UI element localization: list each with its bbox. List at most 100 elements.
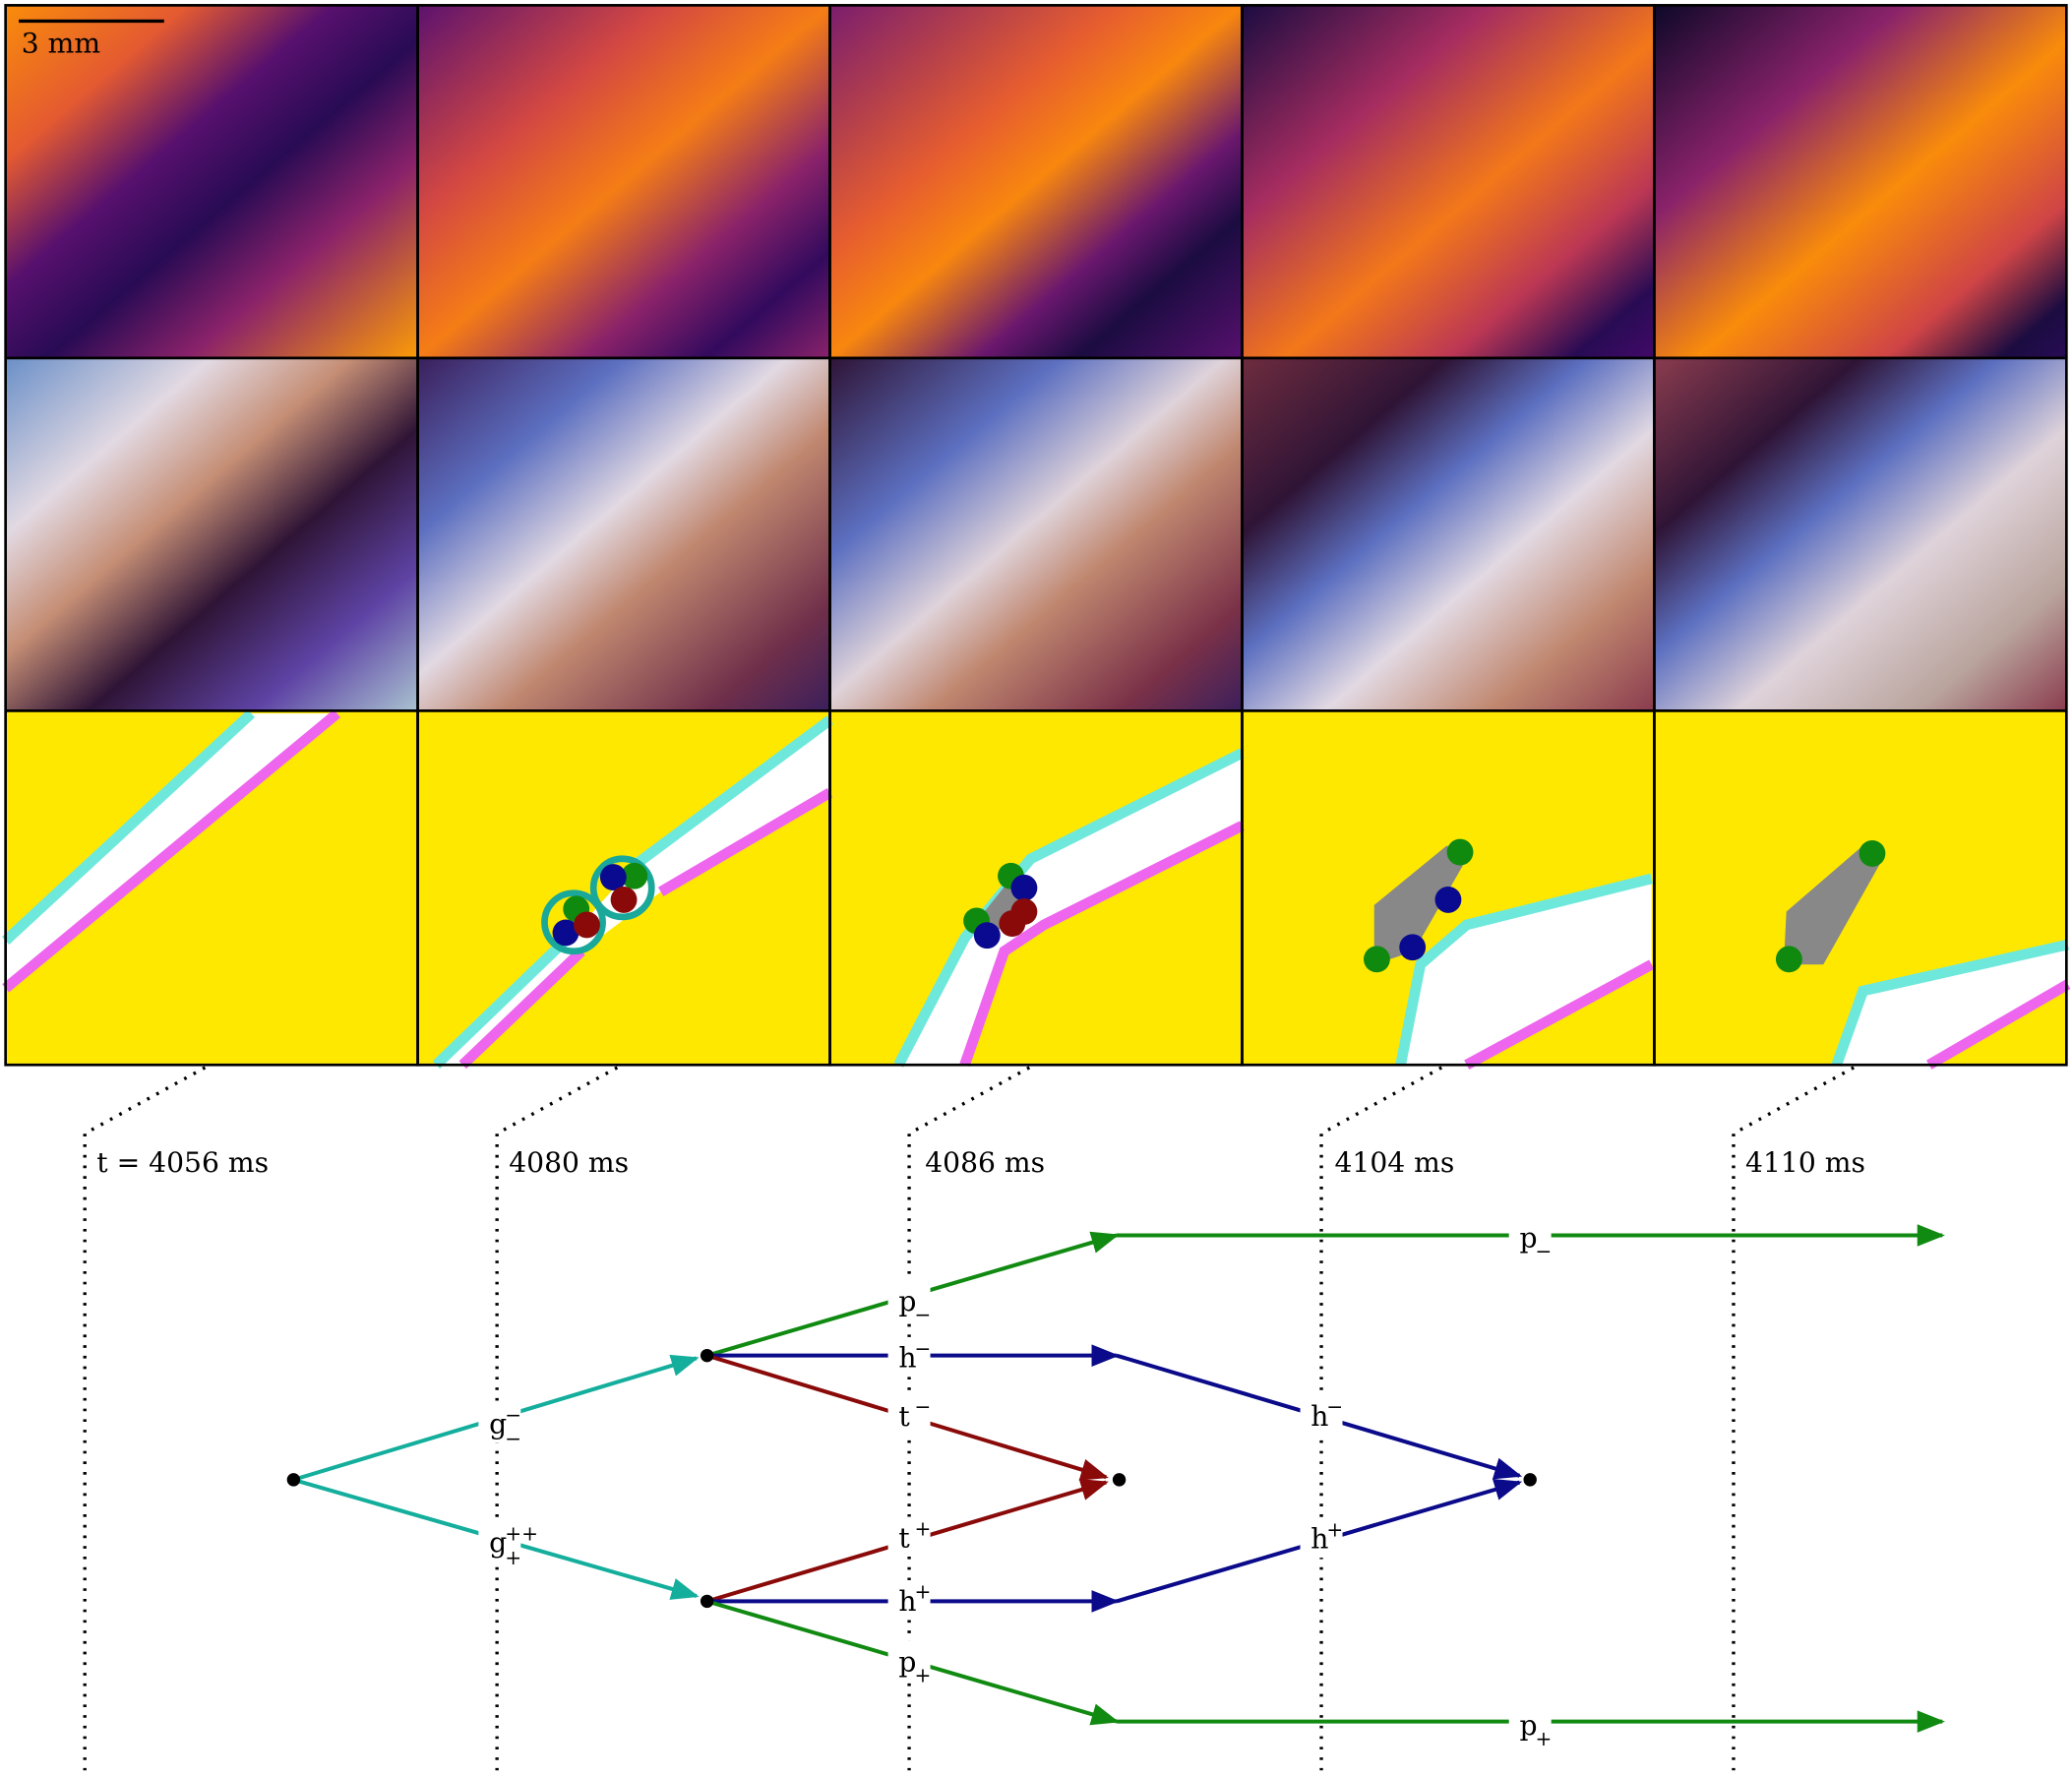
edge-label: h− bbox=[898, 1337, 931, 1375]
time-guide bbox=[1319, 1066, 1443, 1771]
label-sup: + bbox=[914, 1516, 931, 1540]
label-bg bbox=[1508, 1216, 1552, 1256]
label-bg bbox=[887, 1640, 931, 1681]
label-sup: + bbox=[1326, 1518, 1343, 1542]
edge-label: p+ bbox=[1519, 1709, 1552, 1750]
defect-dot bbox=[621, 862, 648, 889]
node bbox=[700, 1594, 714, 1609]
defect-dot bbox=[599, 864, 627, 891]
defect-dot bbox=[574, 911, 600, 939]
label-base: h bbox=[1310, 1523, 1328, 1556]
edge-label: h− bbox=[1310, 1395, 1343, 1433]
label-sup: − bbox=[914, 1337, 931, 1361]
heatmap bbox=[1654, 5, 2067, 358]
phase-map bbox=[1242, 357, 1655, 711]
edge-label: h+ bbox=[898, 1580, 931, 1618]
magenta-edge bbox=[458, 947, 585, 1070]
magenta-edge bbox=[959, 821, 1245, 1068]
node bbox=[1523, 1473, 1537, 1487]
time-guide bbox=[83, 1066, 207, 1771]
panel-frame bbox=[1653, 4, 2068, 1067]
phase-map bbox=[5, 357, 418, 711]
heatmap bbox=[829, 5, 1243, 358]
heatmap bbox=[1242, 5, 1655, 358]
time-label: 4080 ms bbox=[509, 1146, 629, 1179]
scale-label: 3 mm bbox=[22, 28, 100, 60]
label-sub: − bbox=[1536, 1239, 1553, 1262]
defect-dot bbox=[1399, 934, 1427, 961]
label-bg bbox=[887, 1516, 931, 1557]
magenta-edge bbox=[1464, 959, 1655, 1070]
defect-dot bbox=[552, 919, 579, 947]
label-bg bbox=[478, 1521, 521, 1563]
cyan-edge bbox=[1395, 873, 1654, 1067]
node bbox=[1112, 1473, 1127, 1487]
defect-dot bbox=[1446, 838, 1474, 866]
label-sub: + bbox=[1536, 1727, 1553, 1750]
edge-label: g++ + bbox=[489, 1522, 538, 1569]
edge-label: h+ bbox=[1310, 1518, 1343, 1556]
defect-ring bbox=[589, 855, 655, 921]
label-bg bbox=[887, 1579, 931, 1621]
label-bg bbox=[1300, 1394, 1343, 1436]
defect-dot bbox=[1010, 874, 1038, 901]
label-base: t bbox=[898, 1521, 910, 1554]
panels bbox=[2, 4, 2071, 1070]
phase-map bbox=[829, 357, 1243, 711]
label-sup: ++ bbox=[505, 1522, 538, 1546]
time-guide bbox=[907, 1066, 1031, 1771]
graph: t = 4056 ms 4080 ms 4086 ms 4104 ms 4110 ms g… bbox=[83, 1066, 1945, 1771]
heatmap bbox=[5, 5, 418, 358]
cyan-edge bbox=[2, 709, 256, 945]
label-base: t bbox=[898, 1400, 910, 1433]
label-base: p bbox=[898, 1646, 916, 1679]
cyan-edge bbox=[631, 715, 833, 870]
time-label: 4104 ms bbox=[1334, 1146, 1454, 1179]
time-label: 4086 ms bbox=[925, 1146, 1045, 1179]
label-sub: + bbox=[914, 1663, 931, 1686]
label-sup: + bbox=[914, 1580, 931, 1604]
label-sup: − bbox=[1326, 1395, 1343, 1419]
edge-label: g− − bbox=[489, 1403, 521, 1450]
label-bg bbox=[1508, 1704, 1552, 1745]
gray-region bbox=[1373, 845, 1467, 965]
magenta-edge bbox=[1926, 979, 2071, 1070]
gray-region bbox=[1783, 845, 1883, 965]
label-bg bbox=[887, 1336, 931, 1378]
edge-label: p− bbox=[898, 1285, 931, 1326]
label-sub: − bbox=[505, 1427, 521, 1450]
magenta-edge bbox=[657, 788, 833, 896]
label-base: h bbox=[898, 1342, 916, 1375]
label-base: p bbox=[1519, 1709, 1537, 1742]
edge-label: p+ bbox=[898, 1646, 931, 1687]
node bbox=[700, 1348, 714, 1363]
label-bg bbox=[1300, 1517, 1343, 1559]
edge-label: t − bbox=[898, 1395, 931, 1433]
label-bg bbox=[887, 1394, 931, 1436]
heatmap bbox=[417, 5, 830, 358]
label-bg bbox=[887, 1280, 931, 1320]
defect-dot bbox=[1859, 839, 1886, 867]
white-region bbox=[1400, 878, 1652, 1066]
time-guide bbox=[1732, 1066, 1855, 1771]
label-bg bbox=[478, 1403, 521, 1443]
label-base: p bbox=[1519, 1222, 1537, 1255]
label-sub: + bbox=[505, 1546, 521, 1569]
defect-dot bbox=[1434, 886, 1462, 913]
defect-ring bbox=[541, 889, 606, 955]
label-sup: − bbox=[505, 1403, 521, 1427]
defect-dot bbox=[999, 910, 1026, 938]
edge-label: p− bbox=[1519, 1222, 1552, 1263]
white-region bbox=[1836, 945, 2068, 1066]
label-base: g bbox=[489, 1408, 507, 1440]
time-label: 4110 ms bbox=[1745, 1146, 1865, 1179]
magenta-edge bbox=[2, 708, 341, 993]
label-sub: − bbox=[914, 1303, 931, 1326]
defect-dot bbox=[610, 886, 638, 913]
node bbox=[286, 1473, 301, 1487]
label-sup: − bbox=[914, 1395, 931, 1419]
defect-dot bbox=[1775, 946, 1802, 973]
cyan-edge bbox=[1831, 939, 2069, 1068]
label-base: h bbox=[898, 1585, 916, 1618]
